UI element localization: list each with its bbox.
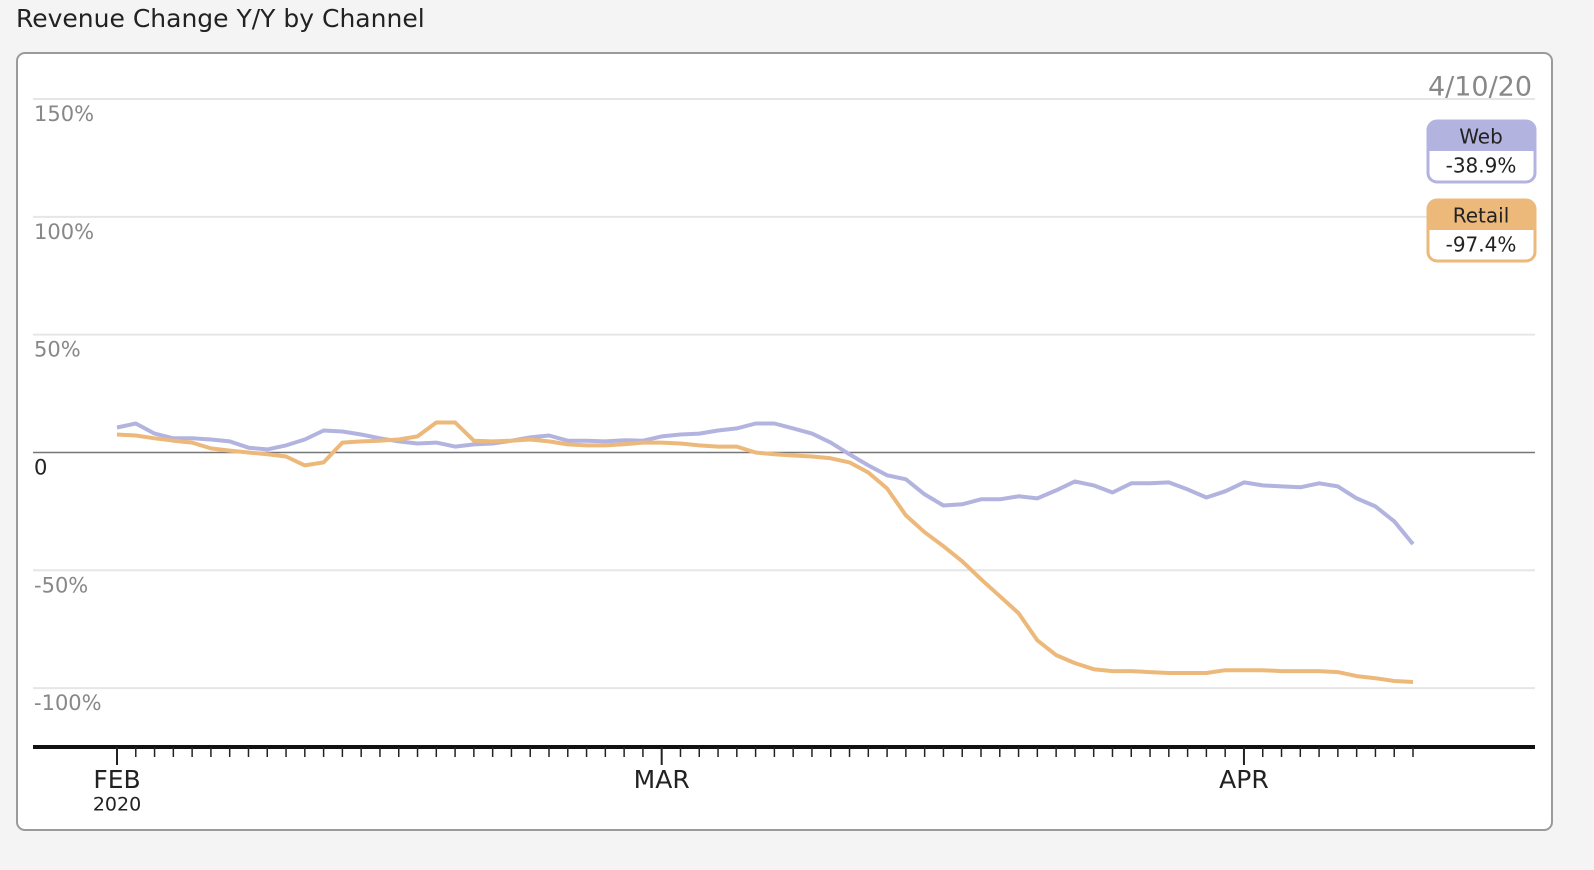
x-tick-label: MAR [634,765,690,794]
readout-date: 4/10/20 [1428,72,1532,103]
series-line [116,421,1415,546]
legend-name: Retail [1453,204,1510,228]
legend-header [1428,200,1535,230]
y-tick-label: -100% [34,691,102,715]
chart-title: Revenue Change Y/Y by Channel [16,4,425,33]
panel [16,52,1553,831]
y-tick-label: -50% [34,573,88,597]
x-tick-label: FEB [93,765,140,794]
legend-value: -38.9% [1446,154,1517,178]
series-line [116,420,1414,684]
y-tick-label: 100% [34,220,94,244]
legend-header [1428,121,1535,151]
legend-name: Web [1459,125,1503,149]
legend-value: -97.4% [1446,233,1517,257]
year-label: 2020 [93,794,141,816]
x-tick-label: APR [1219,765,1269,794]
y-tick-label: 150% [34,102,94,126]
y-tick-label: 50% [34,338,81,362]
y-tick-label: 0 [34,455,47,479]
